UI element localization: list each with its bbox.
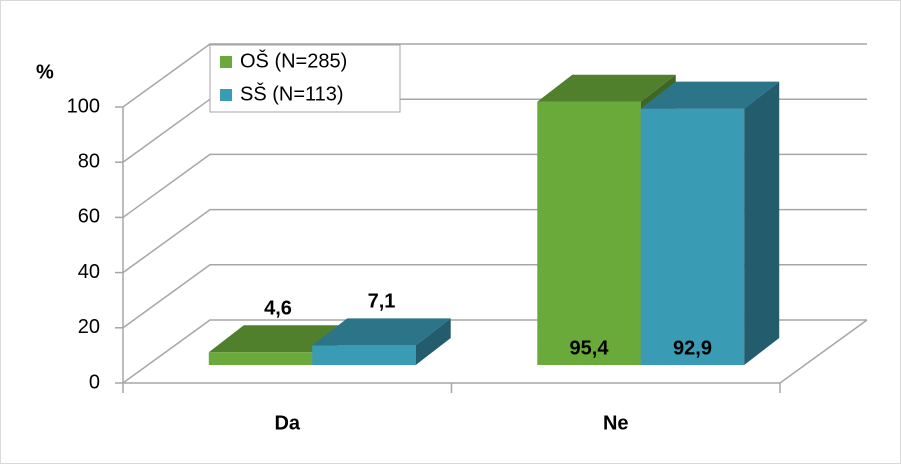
legend-label: SŠ (N=113) [240,82,344,105]
y-tick-label: 100 [67,95,100,117]
floor-right [779,319,868,384]
data-label: 4,6 [264,298,292,320]
bar-top [640,81,780,109]
x-tick-label: Ne [603,412,629,434]
bar-side [744,81,780,365]
y-axis-label: % [36,61,54,83]
y-tick-label: 60 [78,206,100,228]
bar-top [537,74,676,102]
legend-label: OŠ (N=285) [240,49,347,72]
data-label: 7,1 [368,291,396,313]
y-tick-label: 80 [78,150,100,172]
grid-line [122,43,867,108]
bar-side [415,318,451,365]
legend-box [209,44,401,113]
legend-swatch [220,89,232,101]
y-tick-label: 20 [78,316,100,338]
bar-top [312,318,451,346]
data-label: 95,4 [570,337,610,359]
y-tick-label: 0 [89,371,100,393]
y-tick-label: 40 [78,261,100,283]
bar-front [208,352,313,365]
legend-swatch [220,56,232,68]
bar-front [312,345,416,365]
bar-front [640,108,745,365]
bar-front [537,101,641,366]
data-label: 92,9 [673,337,712,359]
x-tick-label: Da [274,412,300,434]
